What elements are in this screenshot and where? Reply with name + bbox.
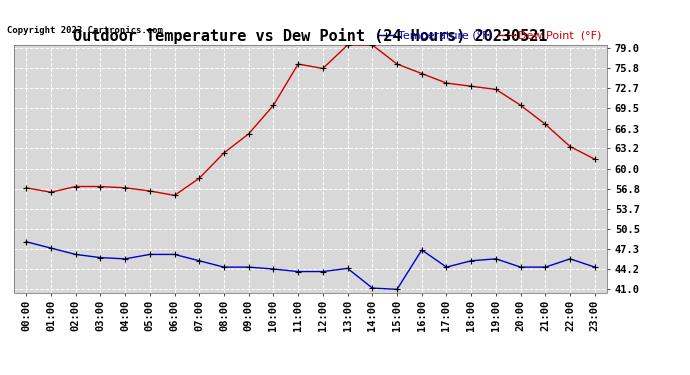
Temperature (°F) [442, 81, 451, 86]
Text: Copyright 2023 Cartronics.com: Copyright 2023 Cartronics.com [7, 26, 163, 35]
Dew Point  (°F) [195, 258, 204, 263]
Temperature (°F) [22, 186, 30, 190]
Legend: Temperature (°F), Dew Point  (°F): Temperature (°F), Dew Point (°F) [378, 31, 602, 41]
Temperature (°F) [121, 186, 129, 190]
Temperature (°F) [517, 103, 525, 108]
Dew Point  (°F) [269, 267, 277, 271]
Dew Point  (°F) [22, 240, 30, 244]
Dew Point  (°F) [319, 269, 327, 274]
Dew Point  (°F) [220, 265, 228, 269]
Temperature (°F) [47, 190, 55, 195]
Dew Point  (°F) [442, 265, 451, 269]
Dew Point  (°F) [146, 252, 154, 257]
Dew Point  (°F) [72, 252, 80, 257]
Temperature (°F) [96, 184, 104, 189]
Temperature (°F) [368, 43, 377, 47]
Dew Point  (°F) [344, 266, 352, 271]
Temperature (°F) [467, 84, 475, 88]
Dew Point  (°F) [467, 258, 475, 263]
Dew Point  (°F) [566, 256, 574, 261]
Temperature (°F) [417, 71, 426, 76]
Line: Temperature (°F): Temperature (°F) [23, 42, 598, 198]
Temperature (°F) [244, 132, 253, 136]
Dew Point  (°F) [517, 265, 525, 269]
Temperature (°F) [591, 157, 599, 162]
Dew Point  (°F) [368, 286, 377, 290]
Line: Dew Point  (°F): Dew Point (°F) [23, 239, 598, 292]
Dew Point  (°F) [294, 269, 302, 274]
Temperature (°F) [269, 103, 277, 108]
Dew Point  (°F) [393, 287, 401, 292]
Dew Point  (°F) [541, 265, 549, 269]
Dew Point  (°F) [591, 265, 599, 269]
Dew Point  (°F) [170, 252, 179, 257]
Temperature (°F) [393, 62, 401, 66]
Title: Outdoor Temperature vs Dew Point (24 Hours) 20230521: Outdoor Temperature vs Dew Point (24 Hou… [73, 28, 548, 44]
Temperature (°F) [294, 62, 302, 66]
Temperature (°F) [170, 193, 179, 198]
Temperature (°F) [146, 189, 154, 193]
Dew Point  (°F) [244, 265, 253, 269]
Dew Point  (°F) [47, 246, 55, 250]
Dew Point  (°F) [492, 256, 500, 261]
Temperature (°F) [220, 151, 228, 155]
Temperature (°F) [72, 184, 80, 189]
Temperature (°F) [195, 176, 204, 180]
Temperature (°F) [319, 66, 327, 71]
Dew Point  (°F) [121, 256, 129, 261]
Dew Point  (°F) [417, 248, 426, 252]
Temperature (°F) [492, 87, 500, 92]
Temperature (°F) [566, 144, 574, 149]
Dew Point  (°F) [96, 255, 104, 260]
Temperature (°F) [344, 43, 352, 47]
Temperature (°F) [541, 122, 549, 127]
